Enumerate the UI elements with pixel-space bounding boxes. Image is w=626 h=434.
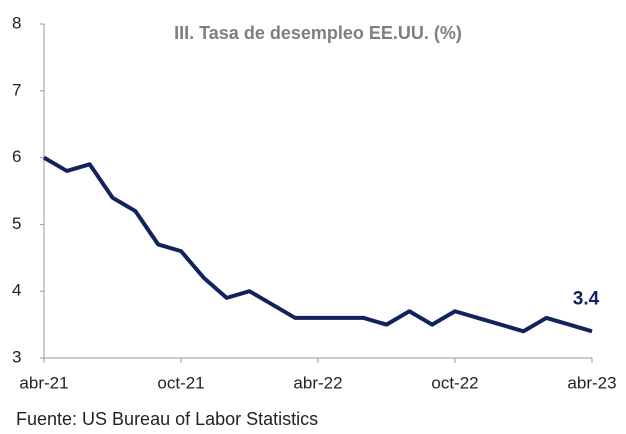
data-label: 3.4 — [573, 288, 600, 309]
y-tick-label: 7 — [12, 80, 21, 99]
y-tick-label: 4 — [12, 281, 21, 300]
x-tick-label: oct-21 — [157, 373, 204, 392]
x-tick-label: oct-22 — [431, 373, 478, 392]
y-tick-label: 6 — [12, 147, 21, 166]
y-tick-label: 8 — [12, 13, 21, 32]
source-note: Fuente: US Bureau of Labor Statistics — [16, 409, 318, 429]
y-tick-label: 5 — [12, 214, 21, 233]
x-tick-label: abr-21 — [19, 373, 68, 392]
line-series — [42, 155, 593, 334]
y-tick-label: 3 — [12, 347, 21, 366]
x-tick-label: abr-23 — [567, 373, 616, 392]
x-tick-label: abr-22 — [293, 373, 342, 392]
chart-title: III. Tasa de desempleo EE.UU. (%) — [174, 23, 462, 43]
